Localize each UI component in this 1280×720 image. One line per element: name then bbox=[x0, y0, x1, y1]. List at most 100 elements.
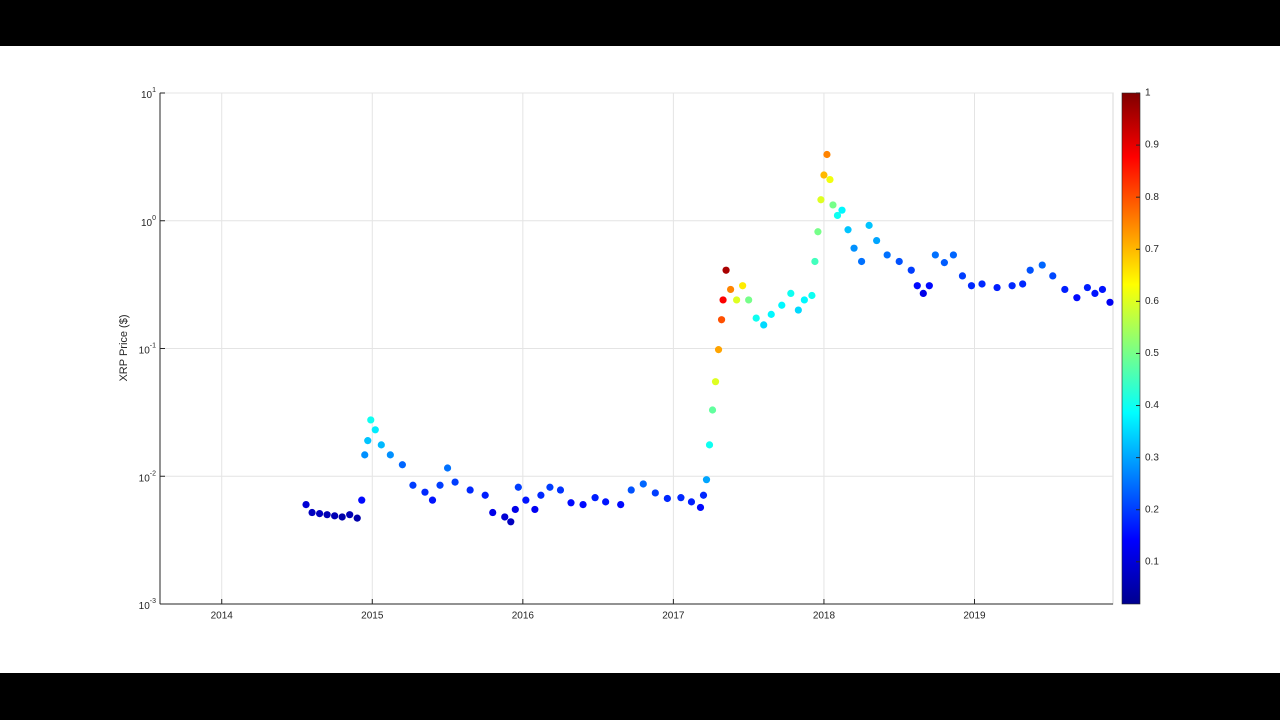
point bbox=[714, 346, 723, 354]
point bbox=[315, 510, 324, 518]
point bbox=[857, 257, 866, 266]
point bbox=[677, 494, 685, 502]
point bbox=[717, 316, 726, 324]
point bbox=[833, 211, 842, 220]
colorbar-tick-label: 0.1 bbox=[1145, 556, 1159, 567]
point bbox=[811, 257, 819, 266]
point bbox=[760, 321, 768, 329]
point bbox=[829, 201, 837, 209]
point bbox=[1098, 285, 1107, 294]
point bbox=[466, 486, 474, 494]
point bbox=[739, 282, 747, 290]
point bbox=[919, 289, 927, 297]
y-tick-label: 101 bbox=[141, 87, 156, 101]
point bbox=[591, 494, 599, 502]
labels: 2014 2015 2016 2017 2018 2019 10-3 10-2 10-1 100 1… bbox=[139, 87, 1160, 622]
point bbox=[993, 283, 1001, 292]
point bbox=[364, 437, 372, 445]
point bbox=[958, 272, 967, 280]
point bbox=[1038, 261, 1046, 269]
y-tick-label: 10-1 bbox=[139, 342, 156, 356]
point bbox=[1008, 282, 1016, 290]
point bbox=[346, 511, 354, 519]
point bbox=[719, 296, 727, 304]
point bbox=[537, 491, 545, 499]
point bbox=[913, 282, 921, 290]
x-tick-label: 2014 bbox=[211, 611, 234, 622]
point bbox=[752, 314, 760, 322]
point bbox=[820, 171, 828, 179]
point bbox=[353, 514, 361, 522]
point bbox=[627, 486, 635, 494]
point bbox=[733, 296, 741, 304]
point bbox=[940, 259, 948, 267]
colorbar-tick-label: 0.9 bbox=[1145, 140, 1159, 151]
point bbox=[514, 483, 522, 491]
colorbar bbox=[1121, 92, 1141, 605]
point bbox=[507, 518, 515, 526]
x-tick-label: 2016 bbox=[512, 611, 535, 622]
point bbox=[817, 196, 825, 204]
point bbox=[323, 511, 331, 519]
point bbox=[481, 491, 489, 499]
point bbox=[428, 496, 437, 504]
point bbox=[546, 483, 554, 491]
point bbox=[726, 285, 735, 294]
point bbox=[302, 500, 310, 509]
point bbox=[696, 503, 705, 512]
point bbox=[778, 301, 786, 309]
point bbox=[398, 461, 406, 469]
x-tick-label: 2018 bbox=[813, 611, 836, 622]
point bbox=[931, 251, 939, 259]
point bbox=[838, 206, 846, 214]
point bbox=[602, 498, 610, 506]
y-tick-label: 100 bbox=[141, 215, 156, 229]
point bbox=[722, 266, 730, 274]
point bbox=[567, 499, 575, 507]
point bbox=[1091, 289, 1099, 297]
point bbox=[331, 512, 339, 520]
colorbar-tick-label: 0.3 bbox=[1145, 452, 1159, 463]
points bbox=[302, 150, 1114, 526]
point bbox=[895, 257, 903, 266]
point bbox=[579, 500, 587, 509]
y-tick-label: 10-3 bbox=[139, 598, 156, 612]
point bbox=[1049, 272, 1057, 280]
point bbox=[925, 282, 933, 290]
y-tick-label: 10-2 bbox=[139, 470, 156, 484]
point bbox=[531, 505, 539, 514]
point bbox=[511, 505, 519, 514]
point bbox=[409, 481, 417, 489]
point bbox=[967, 282, 976, 290]
point bbox=[823, 150, 831, 159]
point bbox=[1073, 294, 1081, 302]
point bbox=[556, 486, 565, 494]
point bbox=[745, 296, 753, 304]
colorbar-tick-label: 0.2 bbox=[1145, 504, 1159, 515]
colorbar-tick-label: 0.5 bbox=[1145, 348, 1159, 359]
point bbox=[844, 226, 852, 234]
point bbox=[687, 498, 696, 506]
point bbox=[367, 416, 375, 424]
point bbox=[711, 378, 720, 386]
point bbox=[814, 228, 822, 236]
point bbox=[865, 221, 873, 229]
point bbox=[850, 244, 858, 252]
point bbox=[338, 513, 346, 521]
point bbox=[702, 476, 711, 484]
point bbox=[358, 496, 366, 504]
point bbox=[308, 508, 316, 517]
point bbox=[443, 464, 452, 472]
point bbox=[1106, 298, 1114, 306]
point bbox=[1026, 266, 1034, 274]
point bbox=[436, 481, 444, 489]
point bbox=[421, 488, 429, 496]
point bbox=[663, 494, 671, 503]
point bbox=[1061, 285, 1069, 294]
colorbar-tick-label: 0.4 bbox=[1145, 400, 1159, 411]
letterbox-bottom bbox=[0, 673, 1280, 720]
point bbox=[873, 236, 881, 245]
point bbox=[522, 496, 530, 504]
colorbar-tick-label: 0.8 bbox=[1145, 192, 1159, 203]
